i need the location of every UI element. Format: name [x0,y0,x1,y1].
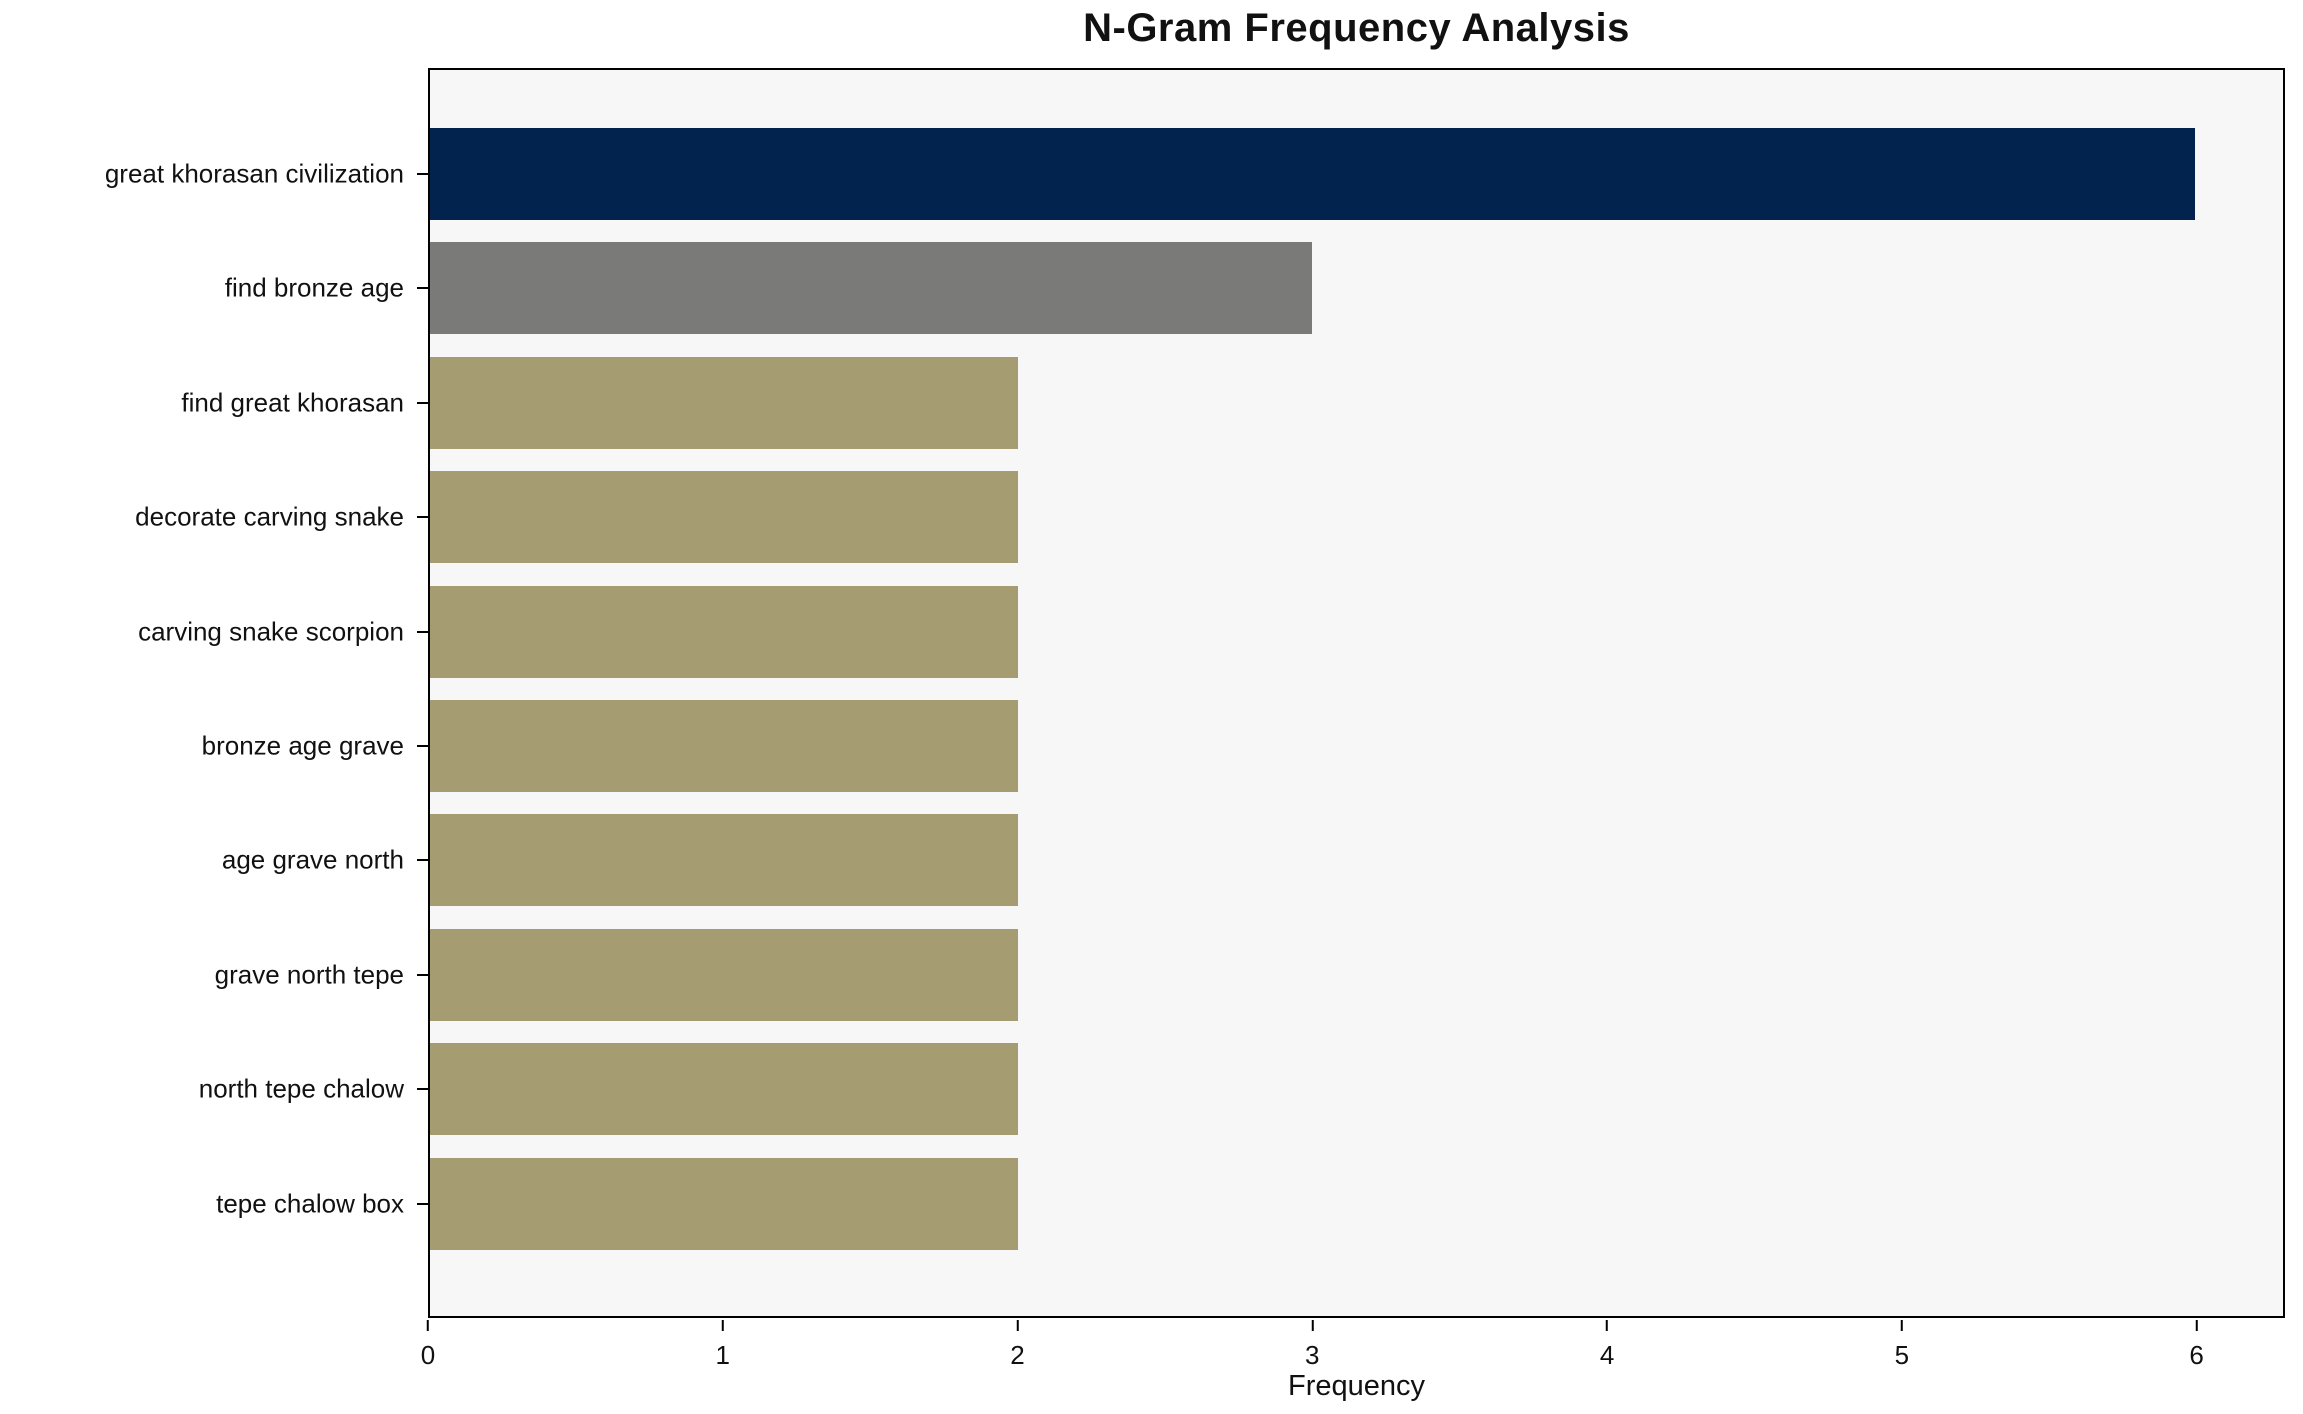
y-tick-mark [417,630,428,633]
x-axis: 0 1 2 3 4 5 6 [421,1320,2285,1390]
y-tick-label: great khorasan civilization [104,158,404,189]
bar [430,128,2195,220]
x-tick: 6 [2189,1320,2204,1371]
x-axis-label: Frequency [1287,1370,1425,1402]
x-tick-mark [2195,1320,2198,1331]
y-tick-label: tepe chalow box [216,1188,404,1219]
x-tick-label: 3 [1305,1340,1320,1370]
x-tick-mark [1900,1320,1903,1331]
x-tick-mark [1606,1320,1609,1331]
x-tick: 3 [1305,1320,1320,1371]
plot-area: great khorasan civilization find bronze a… [105,68,2285,1318]
bar-row: great khorasan civilization [105,128,2283,220]
y-tick-label: carving snake scorpion [138,616,404,647]
bar-row: age grave north [222,814,2283,907]
y-tick-label: age grave north [221,844,404,875]
y-tick-mark [417,287,428,290]
bar-row: find bronze age [225,242,2283,335]
bar [430,700,1019,792]
x-tick-label: 4 [1599,1340,1615,1370]
x-tick-mark [721,1320,724,1331]
x-tick: 5 [1895,1320,1909,1371]
x-tick: 2 [1010,1320,1025,1371]
bar [430,585,1019,678]
bar [430,928,1019,1021]
x-tick: 4 [1600,1320,1614,1371]
bar-row: north tepe chalow [199,1043,2283,1136]
bar [430,814,1019,907]
bar [430,242,1313,335]
bar [430,471,1019,564]
bar [430,1157,1019,1250]
chart-title: N-Gram Frequency Analysis [1083,6,1630,50]
y-tick-label: decorate carving snake [135,501,404,532]
x-tick-mark [1016,1320,1019,1331]
x-tick-label: 6 [2189,1340,2204,1370]
y-tick-mark [417,401,428,404]
bar-row: tepe chalow box [216,1157,2283,1250]
bar [430,1043,1019,1136]
x-tick-mark [1311,1320,1314,1331]
bar-row: find great khorasan [181,356,2283,449]
y-tick-mark [417,173,428,175]
y-tick-mark [417,745,428,747]
x-tick-mark [427,1320,429,1331]
x-tick: 1 [716,1320,730,1371]
y-tick-mark [417,1202,428,1205]
x-tick: 0 [421,1320,435,1371]
y-tick-label: find great khorasan [181,387,404,418]
bar-row: bronze age grave [202,700,2283,792]
bar-row: grave north tepe [215,928,2283,1021]
x-tick-label: 2 [1010,1340,1025,1370]
y-tick-label: bronze age grave [201,730,404,761]
y-tick-label: grave north tepe [214,959,404,990]
y-tick-mark [417,859,428,862]
x-tick-label: 5 [1894,1340,1910,1370]
x-tick-label: 0 [420,1340,436,1370]
y-tick-mark [417,516,428,519]
y-tick-mark [417,973,428,976]
bar-row: carving snake scorpion [138,585,2283,678]
y-tick-mark [417,1088,428,1091]
x-tick-label: 1 [715,1340,730,1370]
y-tick-label: north tepe chalow [198,1073,404,1104]
bar-row: decorate carving snake [135,471,2283,564]
bar [430,356,1019,449]
y-tick-label: find bronze age [224,272,404,303]
